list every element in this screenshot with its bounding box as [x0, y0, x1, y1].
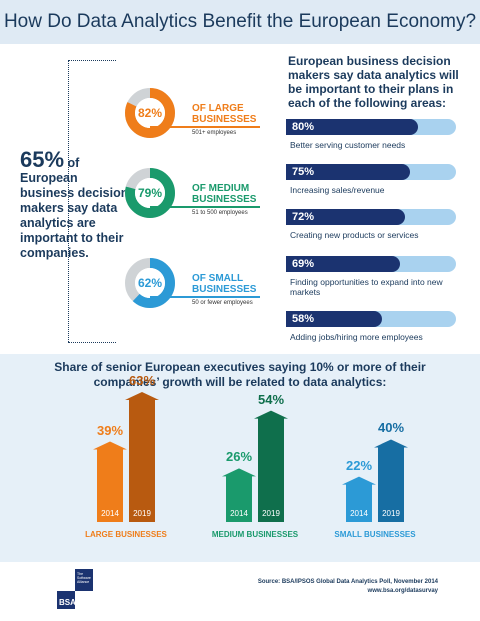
area-bar-label: Adding jobs/hiring more employees — [290, 332, 423, 342]
donut-chart-1: 79% — [125, 168, 175, 218]
donut-chart-0: 82% — [125, 88, 175, 138]
area-bar-track: 58% — [286, 311, 456, 327]
area-bar-label: Finding opportunities to expand into new… — [290, 277, 443, 297]
area-bar-label: Better serving customer needs — [290, 140, 406, 150]
donut-pct: 79% — [138, 186, 162, 200]
area-bar-fill: 72% — [286, 209, 405, 225]
bsa-logo-tag1: The — [77, 572, 83, 576]
donut-label-line1: OF SMALL — [192, 273, 244, 284]
stat-65-pct: 65% — [20, 147, 65, 172]
arrow-year: 2019 — [133, 509, 151, 518]
donut-fill — [125, 88, 175, 138]
area-bar-fill: 58% — [286, 311, 382, 327]
arrow-year: 2019 — [262, 509, 280, 518]
area-bar-label: Increasing sales/revenue — [290, 185, 385, 195]
area-bar-track: 72% — [286, 209, 456, 225]
group-label: LARGE BUSINESSES — [85, 530, 167, 539]
top-section — [0, 44, 480, 354]
area-bar-fill: 80% — [286, 119, 418, 135]
donut-pct: 62% — [138, 276, 162, 290]
donut-center — [135, 98, 165, 128]
arrow-year: 2014 — [230, 509, 248, 518]
donut-chart-2: 62% — [125, 258, 175, 308]
donut-label: OF SMALL BUSINESSES — [192, 273, 256, 295]
donut-fill — [125, 258, 175, 308]
donut-label-line2: BUSINESSES — [192, 284, 257, 295]
donut-label: OF LARGE BUSINESSES — [192, 103, 256, 125]
area-bar-track: 75% — [286, 164, 456, 180]
donut-label-line1: OF LARGE — [192, 103, 244, 114]
donut-label-line2: BUSINESSES — [192, 194, 257, 205]
arrow-value: 26% — [225, 449, 253, 465]
donut-label-line1: OF MEDIUM — [192, 183, 250, 194]
donut-label: OF MEDIUM BUSINESSES — [192, 183, 256, 205]
stat-65: 65% of European business decision makers… — [20, 149, 130, 261]
area-bar-fill: 69% — [286, 256, 400, 272]
donut-center — [135, 178, 165, 208]
bsa-logo: BSA The Software Alliance — [57, 567, 93, 611]
donut-sub: 501+ employees — [192, 130, 237, 136]
arrow-value: 54% — [257, 391, 285, 407]
bracket-line — [68, 60, 69, 342]
source-url[interactable]: www.bsa.org/datasurvay — [367, 588, 438, 594]
page-title: How Do Data Analytics Benefit the Europe… — [0, 0, 480, 44]
donut-pct: 82% — [138, 106, 162, 120]
arrow-value: 22% — [345, 457, 373, 473]
arrow-year: 2014 — [350, 509, 368, 518]
donut-sub: 50 or fewer employees — [192, 300, 253, 306]
donut-underline — [150, 206, 260, 208]
source-line1: Source: BSA/IPSOS Global Data Analytics … — [257, 579, 438, 585]
arrow-value: 63% — [128, 373, 156, 388]
right-title: European business decision makers say da… — [288, 54, 459, 110]
arrow-value: 39% — [96, 422, 124, 438]
arrow-year: 2019 — [382, 509, 400, 518]
stat-65-text: European business decision makers say da… — [20, 171, 129, 260]
bsa-logo-name: BSA — [59, 598, 76, 607]
donut-underline — [150, 126, 260, 128]
area-bar-label: Creating new products or services — [290, 230, 419, 240]
bsa-logo-tag2: Software — [77, 576, 91, 580]
donut-label-line2: BUSINESSES — [192, 114, 257, 125]
arrow-value: 40% — [377, 420, 405, 436]
bottom-title: Share of senior European executives sayi… — [54, 360, 426, 389]
donut-sub: 51 to 500 employees — [192, 210, 248, 216]
stat-65-of: of — [64, 156, 80, 170]
area-bar-fill: 75% — [286, 164, 410, 180]
donut-fill — [125, 168, 175, 218]
bracket-bottom — [68, 342, 116, 343]
bsa-logo-tag3: Alliance — [77, 580, 89, 584]
bracket-top — [68, 60, 116, 61]
group-label: SMALL BUSINESSES — [334, 530, 416, 539]
donut-underline — [150, 296, 260, 298]
area-bar-track: 80% — [286, 119, 456, 135]
arrow-year: 2014 — [101, 509, 119, 518]
area-bar-track: 69% — [286, 256, 456, 272]
source-note: Source: BSA/IPSOS Global Data Analytics … — [258, 578, 438, 596]
group-label: MEDIUM BUSINESSES — [211, 530, 299, 539]
donut-center — [135, 268, 165, 298]
